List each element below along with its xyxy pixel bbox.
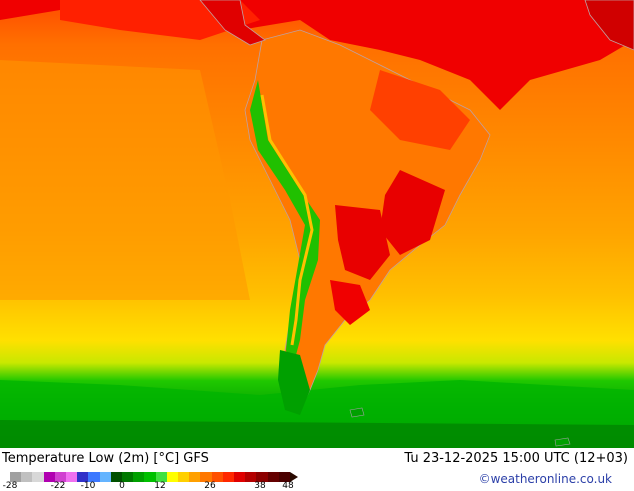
andes-warm-strip — [260, 94, 314, 346]
scale-tick-label: 26 — [204, 481, 216, 491]
falkland-islands — [349, 407, 365, 418]
scale-segment — [88, 472, 100, 482]
pampas-hot-region — [330, 280, 370, 325]
scale-segment — [32, 472, 44, 482]
scale-segment — [245, 472, 257, 482]
scale-segment — [54, 472, 67, 482]
scale-segment — [222, 472, 235, 482]
south-colder-band — [0, 420, 634, 448]
scale-tick-label: -28 — [2, 481, 18, 491]
scale-segment — [178, 472, 190, 482]
scale-segment — [21, 472, 33, 482]
color-scale-legend: -28 -22 -10 0 12 26 38 48 — [3, 472, 300, 491]
scale-segment — [234, 472, 246, 482]
color-scale-bar — [10, 472, 291, 482]
brazil-hot-region — [380, 170, 445, 255]
scale-segment — [278, 472, 291, 482]
scale-segment — [166, 472, 179, 482]
scale-segment — [144, 472, 156, 482]
amazon-hot-region — [370, 70, 470, 150]
scale-segment — [155, 472, 167, 482]
credit-link[interactable]: ©weatheronline.co.uk — [478, 472, 612, 486]
africa-corner-land — [584, 0, 634, 51]
map-title: Temperature Low (2m) [°C] GFS — [2, 451, 209, 466]
south-georgia — [554, 437, 571, 447]
scale-segment — [122, 472, 134, 482]
patagonia-cool — [278, 350, 310, 415]
scale-segment — [99, 472, 111, 482]
scale-segment — [66, 472, 78, 482]
scale-segment — [133, 472, 145, 482]
map-footer: Temperature Low (2m) [°C] GFS Tu 23-12-2… — [0, 448, 634, 491]
scale-tick-label: 48 — [282, 481, 294, 491]
scale-tick-label: -22 — [50, 481, 66, 491]
scale-segment — [211, 472, 223, 482]
scale-tick-label: 12 — [154, 481, 166, 491]
scale-tick-label: 0 — [119, 481, 125, 491]
andes-cool-strip — [250, 80, 320, 370]
scale-tick-label: -10 — [80, 481, 96, 491]
temperature-map — [0, 0, 634, 448]
scale-segment — [267, 472, 279, 482]
scale-segment — [10, 472, 22, 482]
scale-segment — [200, 472, 212, 482]
scale-segment — [110, 472, 123, 482]
central-america-land — [199, 0, 266, 46]
scale-segment — [77, 472, 89, 482]
chaco-hot-region — [335, 205, 390, 280]
scale-arrow-icon — [290, 472, 298, 482]
scale-segment — [43, 472, 55, 482]
scale-tick-label: 38 — [254, 481, 266, 491]
scale-segment — [256, 472, 268, 482]
north-hot-band — [0, 0, 634, 110]
scale-segment — [189, 472, 201, 482]
valid-datetime: Tu 23-12-2025 15:00 UTC (12+03) — [404, 451, 628, 466]
pacific-cool-band — [0, 60, 250, 300]
